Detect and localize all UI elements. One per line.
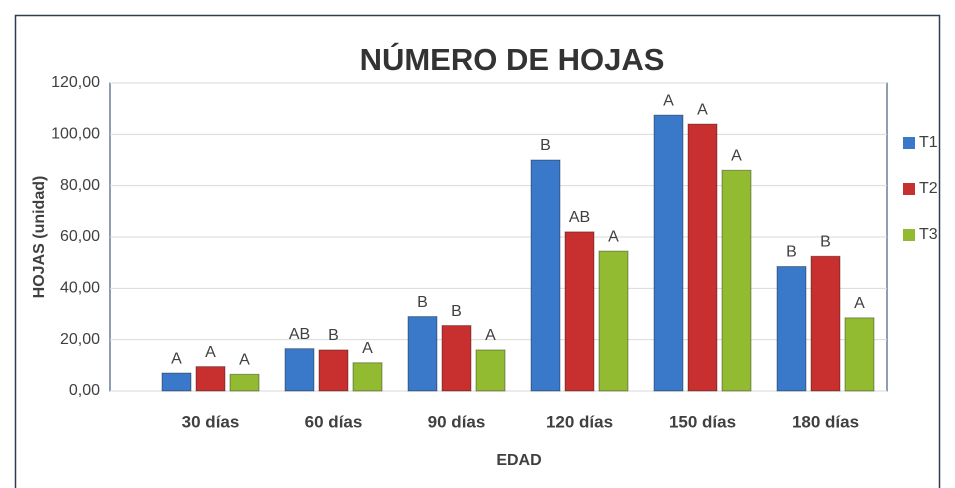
- y-tick-label: 60,00: [60, 228, 100, 245]
- bar: [284, 348, 315, 392]
- bar: [407, 316, 438, 392]
- annotation: A: [854, 295, 865, 312]
- x-tick-label: 60 días: [305, 412, 363, 431]
- legend-swatch: [903, 183, 915, 195]
- annotation: AB: [569, 209, 590, 226]
- annotation: B: [451, 303, 462, 320]
- legend-swatch: [903, 137, 915, 149]
- annotation: A: [485, 327, 496, 344]
- bar: [441, 325, 472, 392]
- annotation: B: [820, 233, 831, 250]
- annotation: A: [205, 344, 216, 361]
- bar: [721, 169, 752, 392]
- y-tick-label: 80,00: [60, 177, 100, 194]
- annotation: B: [417, 294, 428, 311]
- annotation: A: [697, 101, 708, 118]
- bar: [810, 255, 841, 392]
- bar: [352, 362, 383, 392]
- bar: [318, 349, 349, 392]
- annotation: A: [663, 92, 674, 109]
- bar: [776, 266, 807, 392]
- annotation: AB: [289, 326, 310, 343]
- annotation: A: [608, 228, 619, 245]
- x-tick-label: 120 días: [546, 412, 613, 431]
- x-axis-label: EDAD: [496, 452, 541, 469]
- annotation: B: [328, 327, 339, 344]
- y-tick-label: 20,00: [60, 331, 100, 348]
- bar: [844, 317, 875, 392]
- y-tick-label: 100,00: [51, 126, 100, 143]
- bar: [564, 231, 595, 392]
- bar: [598, 250, 629, 392]
- y-tick-label: 120,00: [51, 74, 100, 91]
- bar: [195, 366, 226, 392]
- x-tick-label: 90 días: [428, 412, 486, 431]
- bar: [653, 114, 684, 392]
- annotation: A: [731, 147, 742, 164]
- legend-label: T1: [919, 134, 938, 151]
- y-axis-label: HOJAS (unidad): [31, 176, 48, 299]
- bar: [475, 349, 506, 392]
- legend-swatch: [903, 229, 915, 241]
- annotation: A: [239, 352, 250, 369]
- x-tick-label: 150 días: [669, 412, 736, 431]
- annotation: A: [362, 340, 373, 357]
- bar: [161, 372, 192, 392]
- y-tick-label: 0,00: [69, 382, 100, 399]
- bar: [530, 159, 561, 392]
- bar: [229, 373, 260, 392]
- chart-title: NÚMERO DE HOJAS: [360, 41, 665, 77]
- annotation: B: [540, 137, 551, 154]
- x-tick-label: 180 días: [792, 412, 859, 431]
- legend-label: T3: [919, 226, 938, 243]
- y-tick-label: 40,00: [60, 280, 100, 297]
- legend-label: T2: [919, 180, 938, 197]
- annotation: A: [171, 350, 182, 367]
- annotation: B: [786, 244, 797, 261]
- x-tick-label: 30 días: [182, 412, 240, 431]
- bar: [687, 123, 718, 392]
